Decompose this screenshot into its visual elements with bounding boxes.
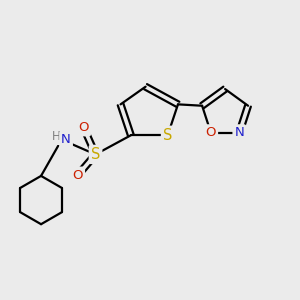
Text: O: O: [73, 169, 83, 182]
Text: H: H: [52, 130, 61, 143]
Text: N: N: [234, 126, 244, 139]
Text: S: S: [163, 128, 172, 143]
Text: S: S: [91, 147, 100, 162]
Text: O: O: [206, 126, 216, 139]
Text: N: N: [61, 133, 71, 146]
Text: O: O: [79, 122, 89, 134]
